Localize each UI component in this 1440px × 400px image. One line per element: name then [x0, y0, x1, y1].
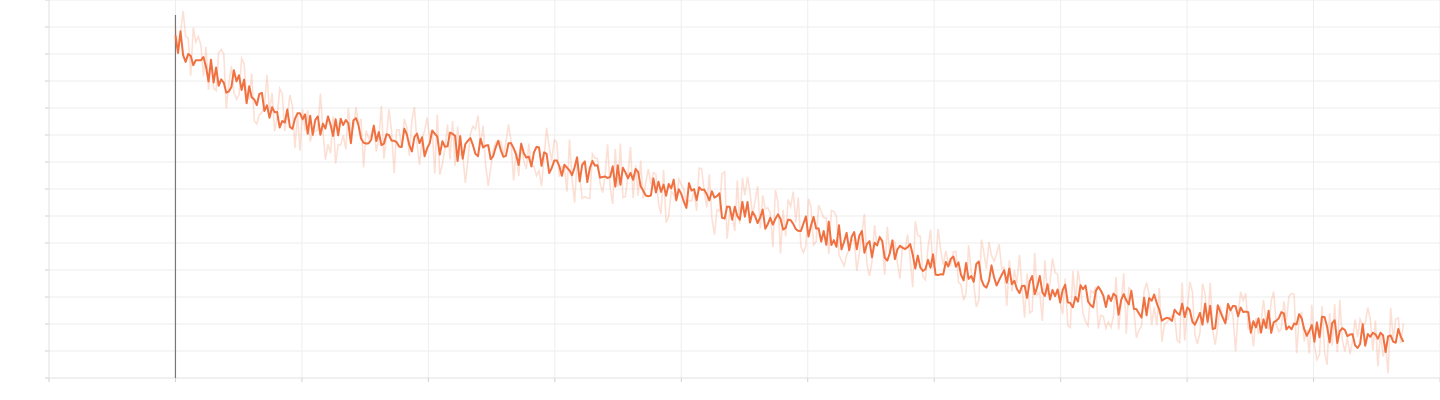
series-raw-line [174, 11, 1405, 374]
series-line [174, 30, 1405, 353]
